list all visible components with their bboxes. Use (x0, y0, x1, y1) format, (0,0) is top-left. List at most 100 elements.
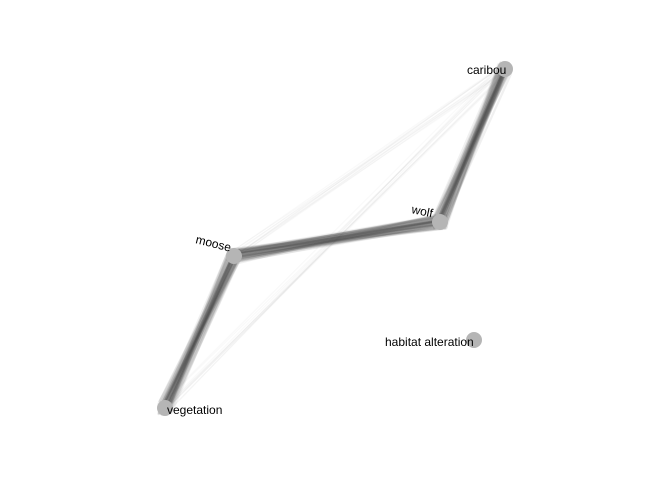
edge-strand (235, 221, 435, 260)
edge-strand (436, 68, 502, 217)
edge-strand (444, 72, 501, 220)
edge-strand (234, 221, 442, 257)
edge-strand (432, 66, 506, 227)
edge-strand (157, 260, 239, 414)
edge-strand (435, 70, 502, 227)
edge-strand (239, 224, 435, 252)
edge-strand (226, 214, 444, 253)
edge-strand (231, 219, 442, 259)
edge-strand (435, 69, 510, 222)
edge-strand (231, 220, 441, 253)
edge-strand (438, 70, 506, 221)
edge-strand (164, 255, 233, 409)
edge-strand (166, 254, 235, 410)
edge-strand (166, 253, 237, 411)
edge-strand (231, 227, 446, 258)
edge-strand (165, 253, 236, 411)
edge-strand (433, 61, 502, 217)
edge-strand (439, 66, 506, 229)
edge-strand (160, 251, 235, 409)
edge-strand (170, 255, 232, 403)
edge-strand (234, 227, 435, 254)
edge-strand (237, 219, 443, 252)
edge-strand (162, 256, 237, 409)
edge-strand (231, 218, 442, 258)
edge-strand (445, 61, 502, 230)
edge-strand (236, 227, 446, 254)
edge-strand (162, 251, 232, 406)
edge-strand (160, 248, 233, 415)
edge-strand (158, 258, 232, 403)
edge-strand (166, 248, 241, 406)
edge-strand (166, 251, 231, 404)
edge-strand (436, 61, 507, 222)
edge-strand (160, 258, 235, 416)
edge-strand (235, 222, 442, 258)
edge-strand (435, 73, 509, 228)
labels-layer: caribou wolf moose vegetation habitat al… (167, 63, 506, 417)
edge-strand (435, 61, 507, 223)
edge-strand (227, 215, 443, 255)
edge-strand (435, 65, 500, 221)
edge-strand (167, 248, 233, 410)
edge-strand (229, 217, 440, 253)
edge-strand (438, 67, 505, 222)
edge-strand (442, 66, 509, 228)
edge-strand (167, 258, 231, 412)
edge-strand (441, 63, 500, 226)
edge-strand (162, 255, 234, 407)
edge-strand (157, 256, 240, 411)
edge-strand (439, 68, 505, 222)
edge-strand (170, 254, 239, 415)
edge-strand (439, 68, 508, 221)
edge-strand (167, 260, 234, 406)
edge-strand (232, 223, 444, 255)
edge-strand (436, 71, 506, 230)
edge-strand (170, 253, 242, 411)
edge-strand (158, 261, 238, 411)
edge-strand (165, 254, 233, 408)
edge-strand (438, 67, 506, 222)
edge-strand (232, 220, 439, 259)
edge-strand (159, 260, 235, 405)
edge-strand (234, 221, 441, 255)
edge-strand (226, 218, 445, 258)
edge-strand (164, 253, 238, 411)
edge-strand (434, 65, 507, 227)
edge-strand (231, 219, 447, 262)
edge-strand (168, 253, 242, 409)
edge-strand (161, 255, 238, 411)
edge-strand (234, 219, 439, 255)
edge-strand (440, 70, 506, 225)
edge-strand (441, 63, 509, 219)
edge-strand (226, 221, 441, 262)
edge-strand (163, 255, 237, 407)
edge-strand (440, 73, 504, 222)
edge-strand (232, 223, 443, 252)
edge-strand (233, 224, 446, 263)
edge-strand (437, 67, 508, 222)
edge-strand (158, 248, 235, 415)
edge-strand (166, 252, 229, 403)
edge-strand (227, 217, 435, 255)
edge-strand (435, 66, 508, 228)
edge-strand (438, 67, 504, 226)
edge-strand (162, 65, 501, 403)
edge-strand (165, 256, 233, 408)
edge-strand (168, 253, 236, 413)
edge-strand (438, 65, 513, 224)
edge-strand (234, 219, 444, 255)
edge-strand (440, 73, 506, 223)
edge-strand (441, 66, 500, 226)
edge-strand (231, 218, 444, 258)
edge-strand (236, 220, 436, 252)
edge-strand (438, 72, 506, 223)
edge-strand (163, 261, 232, 405)
edge-strand (442, 66, 508, 226)
edge-strand (438, 61, 509, 220)
edge-strand (432, 61, 504, 227)
edge-strand (233, 225, 437, 259)
edge-strand (234, 221, 438, 252)
edge-strand (235, 224, 446, 259)
edge-strand (436, 63, 511, 222)
